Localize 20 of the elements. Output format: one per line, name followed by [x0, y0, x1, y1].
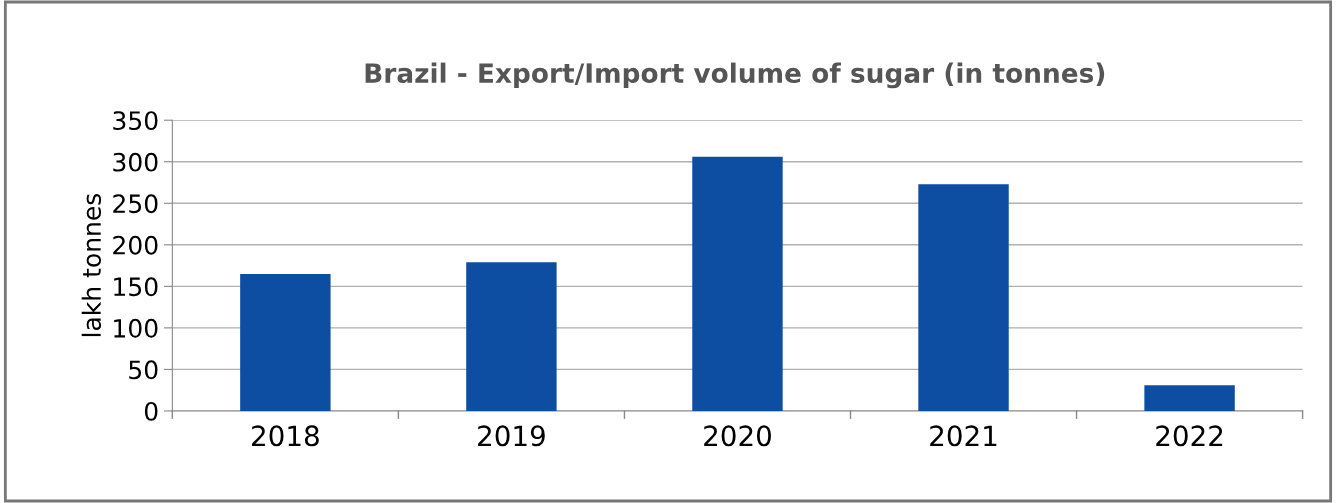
- bar: [240, 273, 331, 411]
- y-tick-label: 300: [113, 152, 158, 172]
- bar: [466, 262, 557, 411]
- bar: [1144, 385, 1235, 411]
- y-tick-label: 0: [144, 401, 158, 421]
- y-tick-label: 150: [114, 277, 158, 297]
- x-tick-label: 2018: [252, 425, 319, 447]
- x-tick-label: 2020: [704, 425, 771, 447]
- y-tick-label: 350: [113, 111, 158, 131]
- y-tick-label: 200: [113, 235, 158, 255]
- x-tick-label: 2019: [478, 425, 545, 447]
- bar: [692, 156, 783, 411]
- y-tick-label: 100: [114, 318, 158, 338]
- y-tick-label: 50: [129, 360, 158, 380]
- bar: [918, 184, 1009, 411]
- y-axis-title: lakh tonnes: [81, 193, 102, 337]
- x-tick-label: 2022: [1156, 425, 1223, 447]
- y-tick-label: 250: [113, 194, 158, 214]
- x-tick-label: 2021: [930, 425, 997, 447]
- chart-title: Brazil - Export/Import volume of sugar (in tonnes): [365, 62, 1105, 89]
